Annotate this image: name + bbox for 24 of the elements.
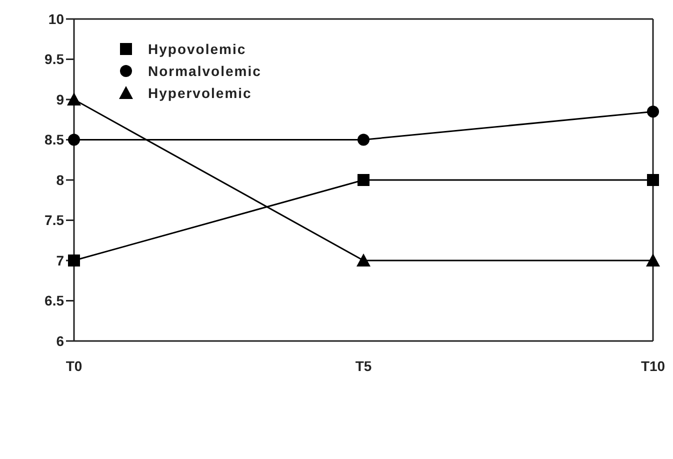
x-tick-label: T5 [355,358,372,374]
point [68,134,80,146]
y-tick-label: 8.5 [44,132,64,148]
legend-label: Hypervolemic [148,85,252,101]
y-tick-label: 6 [56,332,64,349]
y-tick-label: 6.5 [44,292,64,309]
y-tick-label: 9.5 [44,51,64,68]
point [358,174,370,186]
point [67,92,81,106]
y-tick-label: 10 [48,10,64,27]
point [68,254,80,266]
y-tick-label: 7 [56,252,64,268]
x-tick-label: T0 [66,358,82,374]
point [358,134,370,146]
legend-label: Normalvolemic [148,63,262,79]
point [356,254,370,266]
point [647,106,659,118]
x-tick-label: T10 [640,358,666,374]
y-tick-label: 8 [56,172,64,188]
y-tick-label: 9 [56,91,64,108]
y-tick-label: 7.5 [44,212,64,228]
point [647,174,659,186]
point [646,254,660,266]
legend-label: Hypovolemic [148,41,246,57]
